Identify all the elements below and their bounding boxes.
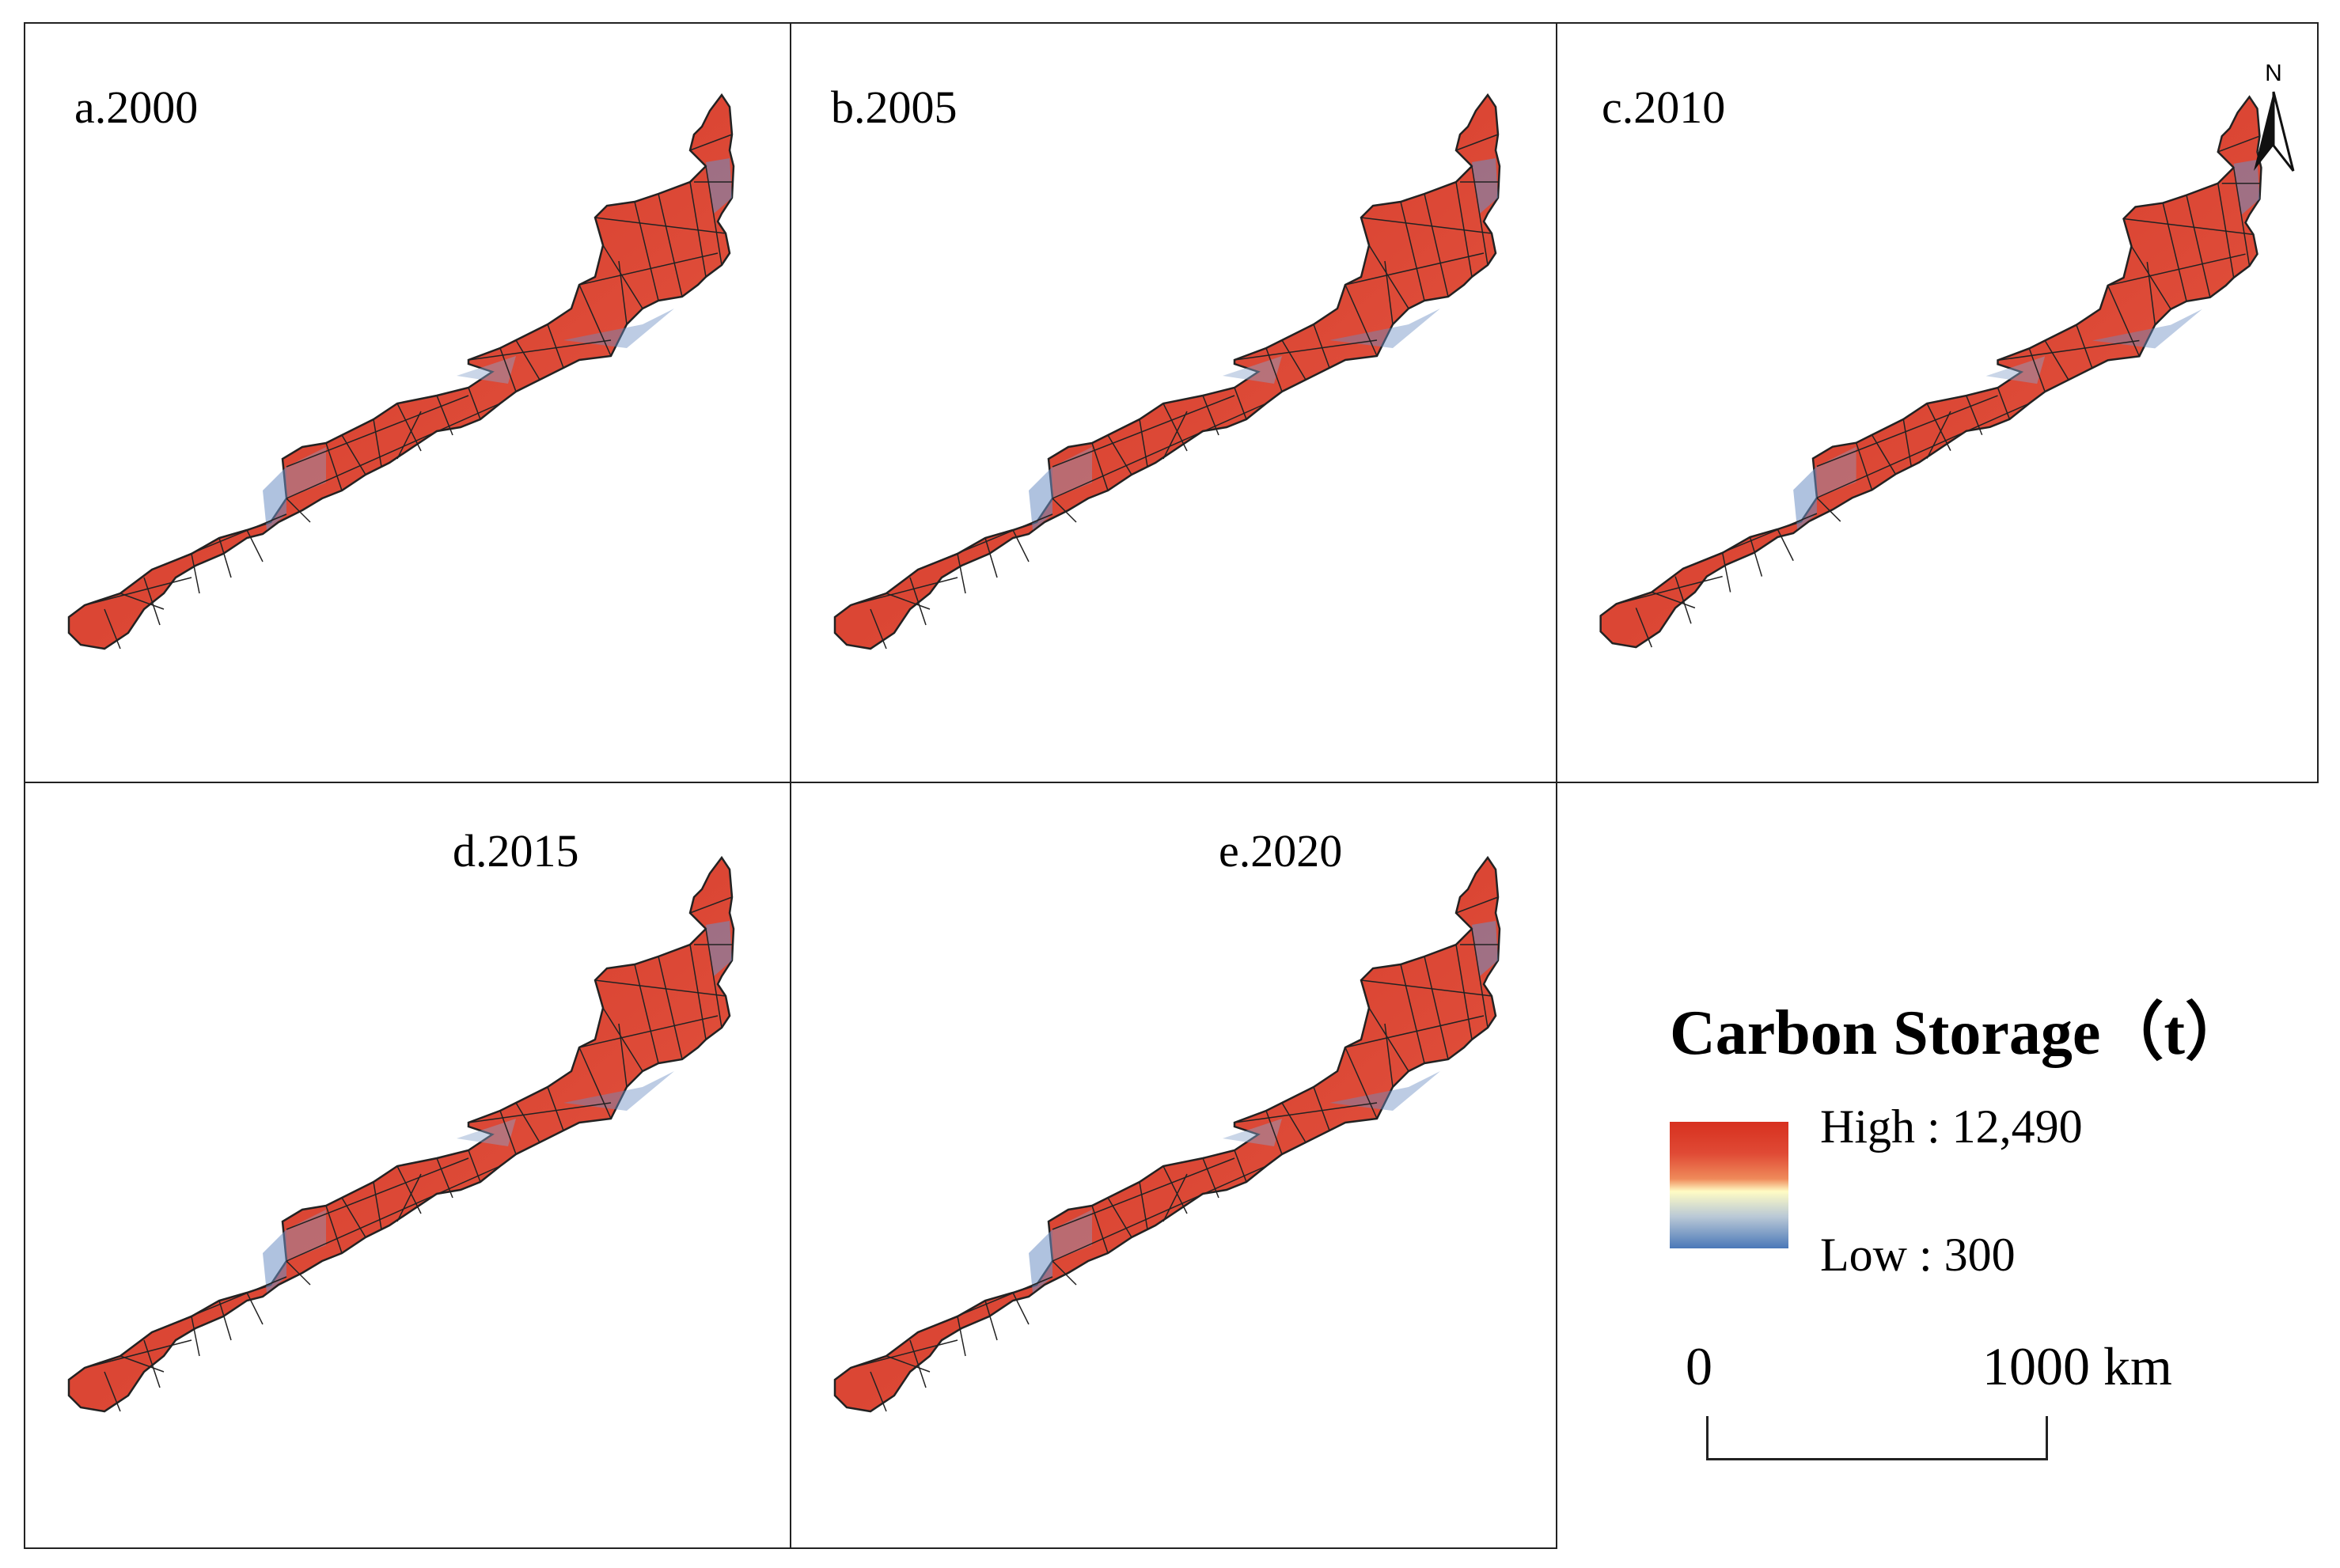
legend: Carbon Storage（t） High : 12,490 Low : 30… <box>1567 791 2327 1566</box>
panel-label: d.2015 <box>453 825 579 877</box>
map-panel-2005: b.2005 <box>790 22 1557 783</box>
region-map <box>833 93 1501 650</box>
north-arrow-icon <box>2254 91 2295 172</box>
north-label: N <box>2265 60 2282 86</box>
north-arrow: N <box>2246 60 2301 175</box>
map-panel-2020: e.2020 <box>790 782 1557 1549</box>
panel-label: e.2020 <box>1219 825 1343 877</box>
panel-label: a.2000 <box>74 81 199 133</box>
map-panel-2010: c.2010 <box>1556 22 2319 783</box>
map-panel-2000: a.2000 <box>24 22 791 783</box>
legend-low-label: Low : 300 <box>1820 1229 2016 1281</box>
region-map <box>833 856 1501 1413</box>
legend-title: Carbon Storage（t） <box>1670 998 2249 1068</box>
legend-high-label: High : 12,490 <box>1820 1100 2083 1153</box>
panel-label: b.2005 <box>831 81 958 133</box>
map-panel-2015: d.2015 <box>24 782 791 1549</box>
region-map <box>67 856 735 1413</box>
color-ramp <box>1670 1122 1788 1248</box>
region-map <box>1599 96 2262 649</box>
scale-end-label: 1000 km <box>1982 1336 2172 1396</box>
region-map <box>67 93 735 650</box>
scale-start-label: 0 <box>1686 1336 1712 1396</box>
panel-label: c.2010 <box>1602 81 1726 133</box>
scale-bar <box>1706 1416 2048 1460</box>
